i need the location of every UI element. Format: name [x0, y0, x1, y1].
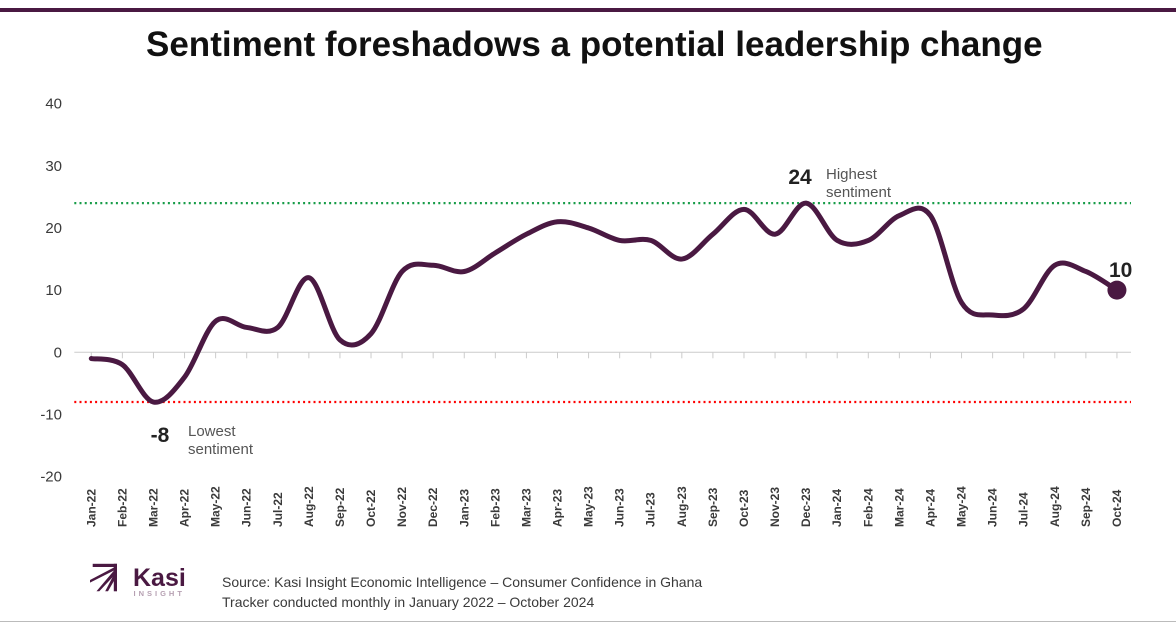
svg-text:Jan-22: Jan-22 [84, 489, 98, 527]
svg-text:Jul-22: Jul-22 [271, 492, 285, 527]
svg-text:40: 40 [45, 96, 62, 113]
svg-text:24: 24 [788, 166, 812, 189]
svg-text:Feb-22: Feb-22 [115, 488, 129, 527]
svg-text:Mar-24: Mar-24 [892, 488, 906, 527]
svg-text:10: 10 [45, 282, 62, 299]
svg-text:Jun-22: Jun-22 [240, 488, 254, 527]
svg-text:Aug-24: Aug-24 [1048, 486, 1062, 527]
svg-text:sentiment: sentiment [188, 441, 254, 458]
svg-text:Feb-23: Feb-23 [488, 488, 502, 527]
svg-text:Nov-22: Nov-22 [395, 487, 409, 527]
svg-text:sentiment: sentiment [826, 184, 892, 201]
svg-text:Jun-23: Jun-23 [613, 488, 627, 527]
svg-text:20: 20 [45, 220, 62, 237]
svg-text:-8: -8 [151, 424, 170, 447]
svg-text:Jul-23: Jul-23 [644, 492, 658, 527]
svg-text:-20: -20 [40, 469, 62, 486]
svg-text:Highest: Highest [826, 166, 878, 183]
svg-text:Sep-24: Sep-24 [1079, 487, 1093, 527]
svg-text:Sep-23: Sep-23 [706, 487, 720, 527]
svg-text:Apr-23: Apr-23 [551, 489, 565, 527]
svg-text:Apr-24: Apr-24 [923, 489, 937, 527]
svg-text:Mar-23: Mar-23 [519, 488, 533, 527]
svg-text:Jan-24: Jan-24 [830, 489, 844, 527]
svg-text:May-22: May-22 [209, 486, 223, 527]
svg-text:Dec-22: Dec-22 [426, 487, 440, 527]
svg-text:Aug-23: Aug-23 [675, 486, 689, 527]
svg-text:Lowest: Lowest [188, 423, 236, 440]
svg-text:Oct-22: Oct-22 [364, 489, 378, 527]
svg-text:May-24: May-24 [955, 486, 969, 527]
svg-text:Oct-23: Oct-23 [737, 489, 751, 527]
svg-text:Jun-24: Jun-24 [986, 488, 1000, 527]
svg-text:Sep-22: Sep-22 [333, 487, 347, 527]
svg-text:Aug-22: Aug-22 [302, 486, 316, 527]
svg-text:Mar-22: Mar-22 [146, 488, 160, 527]
svg-text:Jan-23: Jan-23 [457, 489, 471, 527]
svg-text:10: 10 [1109, 259, 1132, 282]
svg-text:Kasi: Kasi [133, 564, 186, 592]
svg-text:May-23: May-23 [582, 486, 596, 527]
svg-text:30: 30 [45, 158, 62, 175]
svg-text:-10: -10 [40, 406, 62, 423]
svg-text:0: 0 [54, 344, 62, 361]
svg-text:Dec-23: Dec-23 [799, 487, 813, 527]
svg-text:Apr-22: Apr-22 [178, 489, 192, 527]
svg-text:Feb-24: Feb-24 [861, 488, 875, 527]
svg-text:INSIGHT: INSIGHT [134, 589, 185, 598]
svg-text:Oct-24: Oct-24 [1110, 489, 1124, 527]
svg-text:Jul-24: Jul-24 [1017, 492, 1031, 527]
svg-text:Nov-23: Nov-23 [768, 487, 782, 527]
